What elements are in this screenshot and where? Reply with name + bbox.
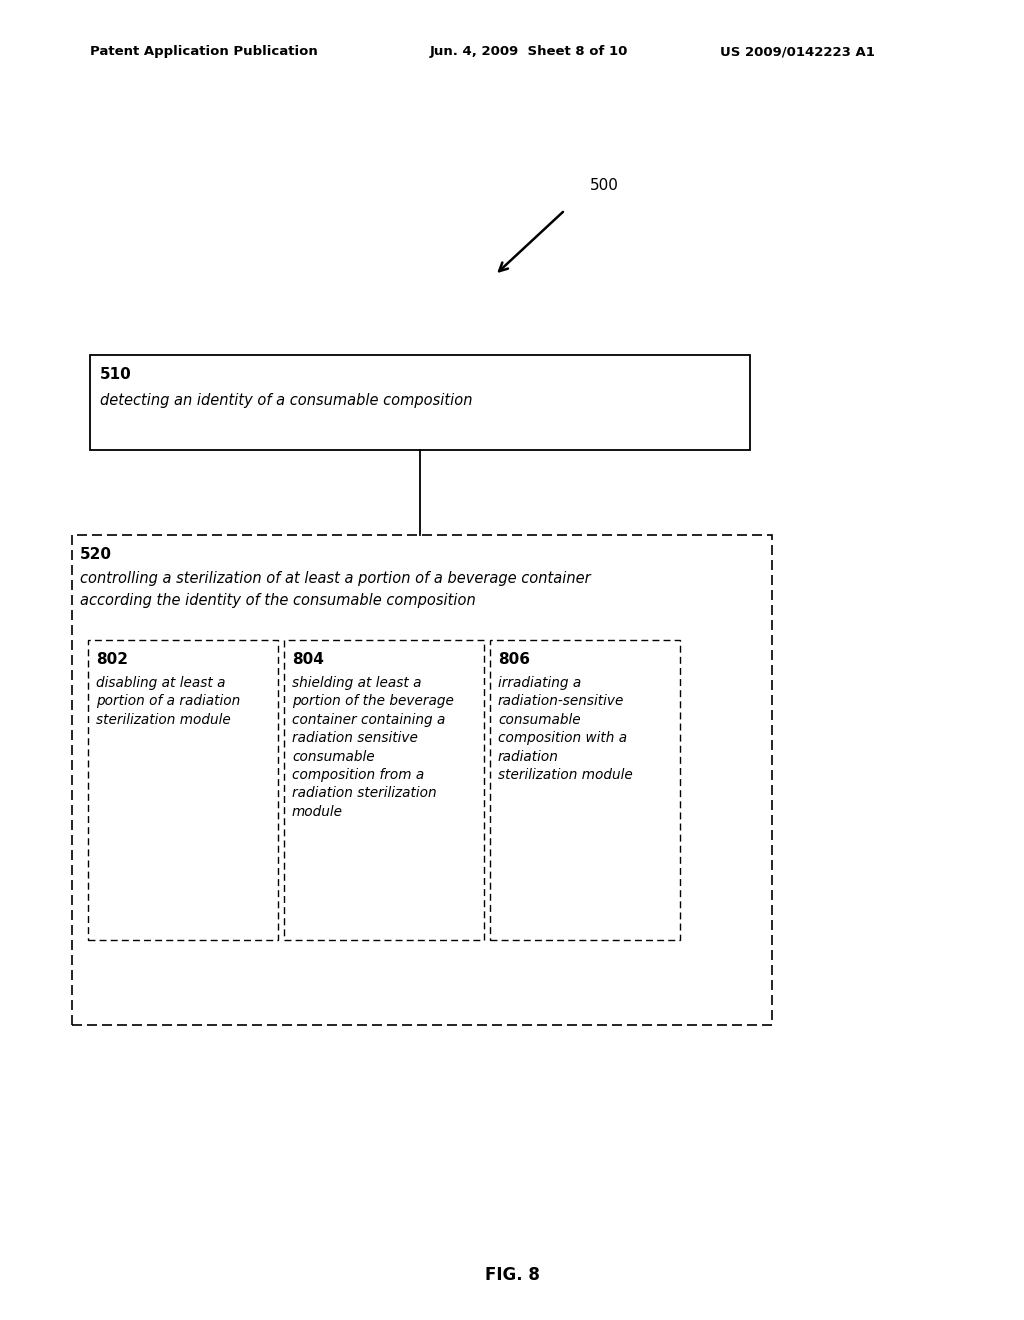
Text: 806: 806 [498,652,530,667]
Text: shielding at least a
portion of the beverage
container containing a
radiation se: shielding at least a portion of the beve… [292,676,454,818]
Bar [88,640,278,940]
Bar [90,355,750,450]
Bar [490,640,680,940]
Text: detecting an identity of a consumable composition: detecting an identity of a consumable co… [100,393,472,408]
Text: 520: 520 [80,546,112,562]
Text: irradiating a
radiation-sensitive
consumable
composition with a
radiation
steril: irradiating a radiation-sensitive consum… [498,676,633,781]
Text: Jun. 4, 2009  Sheet 8 of 10: Jun. 4, 2009 Sheet 8 of 10 [430,45,629,58]
Text: 500: 500 [590,177,618,193]
Text: Patent Application Publication: Patent Application Publication [90,45,317,58]
Text: according the identity of the consumable composition: according the identity of the consumable… [80,593,476,609]
Text: controlling a sterilization of at least a portion of a beverage container: controlling a sterilization of at least … [80,572,591,586]
Text: 802: 802 [96,652,128,667]
Bar [72,535,772,1026]
Text: 510: 510 [100,367,132,381]
Text: US 2009/0142223 A1: US 2009/0142223 A1 [720,45,874,58]
Bar [284,640,484,940]
Text: FIG. 8: FIG. 8 [484,1266,540,1284]
Text: disabling at least a
portion of a radiation
sterilization module: disabling at least a portion of a radiat… [96,676,241,727]
Text: 804: 804 [292,652,324,667]
